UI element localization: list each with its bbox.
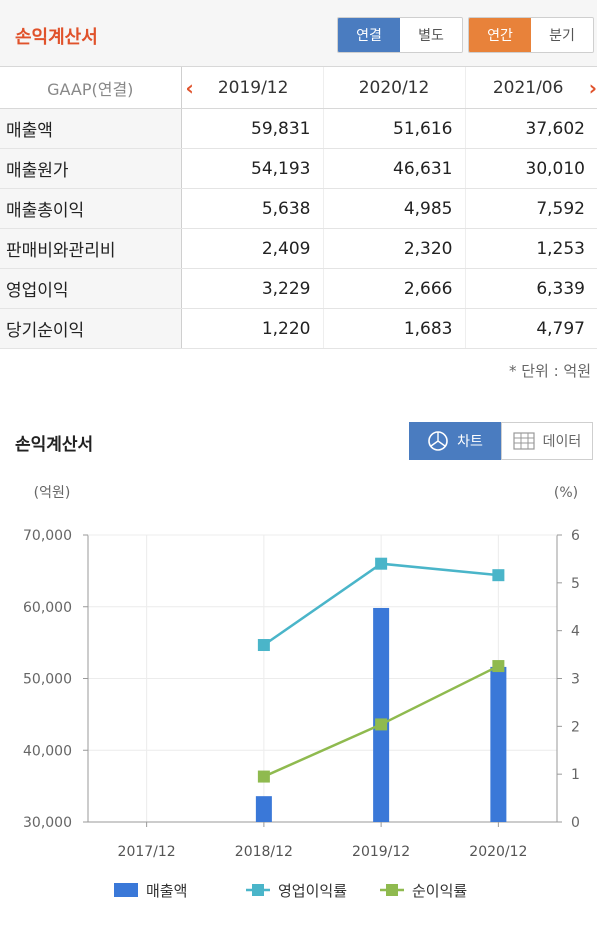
- table-header-row: GAAP(연결) ‹ 2019/12 2020/12 2021/06 ›: [0, 66, 597, 109]
- table-row: 영업이익 3,229 2,666 6,339: [0, 268, 597, 309]
- header-bar: 손익계산서 연결 별도 연간 분기: [0, 0, 597, 66]
- column-header: 2021/06 ›: [464, 66, 597, 109]
- next-arrow-icon[interactable]: ›: [588, 75, 597, 100]
- cell-value: 2,666: [322, 268, 465, 309]
- legend-label-net-margin: 순이익률: [412, 882, 467, 900]
- left-tick-label: 30,000: [23, 815, 72, 831]
- x-tick-label: 2019/12: [352, 844, 410, 860]
- bar-revenue: [255, 796, 272, 822]
- cell-value: 5,638: [180, 188, 323, 229]
- cell-value: 1,220: [180, 308, 323, 349]
- left-tick-label: 60,000: [23, 600, 72, 616]
- right-axis-unit: (%): [554, 485, 578, 501]
- cell-value: 1,683: [322, 308, 465, 349]
- left-tick-label: 50,000: [23, 672, 72, 688]
- x-tick-label: 2018/12: [235, 844, 293, 860]
- left-tick-label: 40,000: [23, 743, 72, 759]
- left-tick-label: 70,000: [23, 528, 72, 544]
- right-tick-label: 5: [571, 576, 580, 592]
- right-tick-label: 0: [571, 815, 580, 831]
- page-title: 손익계산서: [15, 27, 98, 48]
- column-header: ‹ 2019/12: [180, 66, 323, 109]
- income-chart: 30,000 40,000 50,000 60,000 70,000 0 1 2 3 4 5 6 (억원…: [23, 485, 580, 900]
- point-net-margin: [492, 660, 505, 673]
- row-label: 매출원가: [0, 148, 181, 189]
- cell-value: 2,320: [322, 228, 465, 269]
- row-label: 영업이익: [0, 268, 181, 309]
- gaap-label: GAAP(연결): [0, 66, 181, 109]
- point-net-margin: [375, 718, 388, 731]
- cell-value: 7,592: [464, 188, 597, 229]
- row-label: 판매비와관리비: [0, 228, 181, 269]
- table-row: 매출원가 54,193 46,631 30,010: [0, 148, 597, 189]
- point-net-margin: [257, 770, 270, 783]
- legend-marker-net-margin: [386, 884, 398, 896]
- legend-label-revenue: 매출액: [146, 882, 187, 900]
- table-grid-icon: [513, 432, 535, 450]
- cell-value: 3,229: [180, 268, 323, 309]
- cell-value: 6,339: [464, 268, 597, 309]
- legend-swatch-revenue: [114, 883, 138, 897]
- row-label: 매출액: [0, 108, 181, 149]
- x-tick-label: 2020/12: [469, 844, 527, 860]
- annual-button[interactable]: 연간: [469, 18, 531, 52]
- cell-value: 4,985: [322, 188, 465, 229]
- consolidation-toggle: 연결 별도: [337, 17, 463, 53]
- table-row: 매출총이익 5,638 4,985 7,592: [0, 188, 597, 229]
- consolidated-button[interactable]: 연결: [338, 18, 400, 52]
- cell-value: 37,602: [464, 108, 597, 149]
- chart-section-title: 손익계산서: [15, 435, 94, 455]
- quarterly-button[interactable]: 분기: [531, 18, 593, 52]
- point-op-margin: [375, 557, 388, 570]
- row-label: 매출총이익: [0, 188, 181, 229]
- bar-revenue: [490, 666, 507, 822]
- right-tick-label: 6: [571, 528, 580, 544]
- chart-view-button[interactable]: 차트: [409, 422, 501, 460]
- right-tick-label: 1: [571, 767, 580, 783]
- x-tick-label: 2017/12: [118, 844, 176, 860]
- unit-note: * 단위 : 억원: [508, 362, 591, 380]
- table-row: 매출액 59,831 51,616 37,602: [0, 108, 597, 149]
- cell-value: 54,193: [180, 148, 323, 189]
- cell-value: 59,831: [180, 108, 323, 149]
- pie-chart-icon: [428, 431, 448, 451]
- right-tick-label: 2: [571, 719, 580, 735]
- column-header: 2020/12: [322, 66, 465, 109]
- right-tick-label: 4: [571, 624, 580, 640]
- legend-label-op-margin: 영업이익률: [278, 882, 347, 900]
- data-view-button[interactable]: 데이터: [501, 422, 593, 460]
- right-tick-label: 3: [571, 672, 580, 688]
- table-row: 판매비와관리비 2,409 2,320 1,253: [0, 228, 597, 269]
- legend-marker-op-margin: [252, 884, 264, 896]
- point-op-margin: [257, 639, 270, 652]
- cell-value: 2,409: [180, 228, 323, 269]
- period-toggle: 연간 분기: [468, 17, 594, 53]
- point-op-margin: [492, 569, 505, 582]
- left-axis-unit: (억원): [34, 485, 71, 501]
- cell-value: 51,616: [322, 108, 465, 149]
- bar-revenue: [373, 607, 390, 822]
- cell-value: 1,253: [464, 228, 597, 269]
- cell-value: 46,631: [322, 148, 465, 189]
- cell-value: 30,010: [464, 148, 597, 189]
- table-row: 당기순이익 1,220 1,683 4,797: [0, 308, 597, 349]
- row-label: 당기순이익: [0, 308, 181, 349]
- separate-button[interactable]: 별도: [400, 18, 462, 52]
- income-statement-table: GAAP(연결) ‹ 2019/12 2020/12 2021/06 › 매출액…: [0, 66, 597, 349]
- prev-arrow-icon[interactable]: ‹: [185, 75, 194, 100]
- cell-value: 4,797: [464, 308, 597, 349]
